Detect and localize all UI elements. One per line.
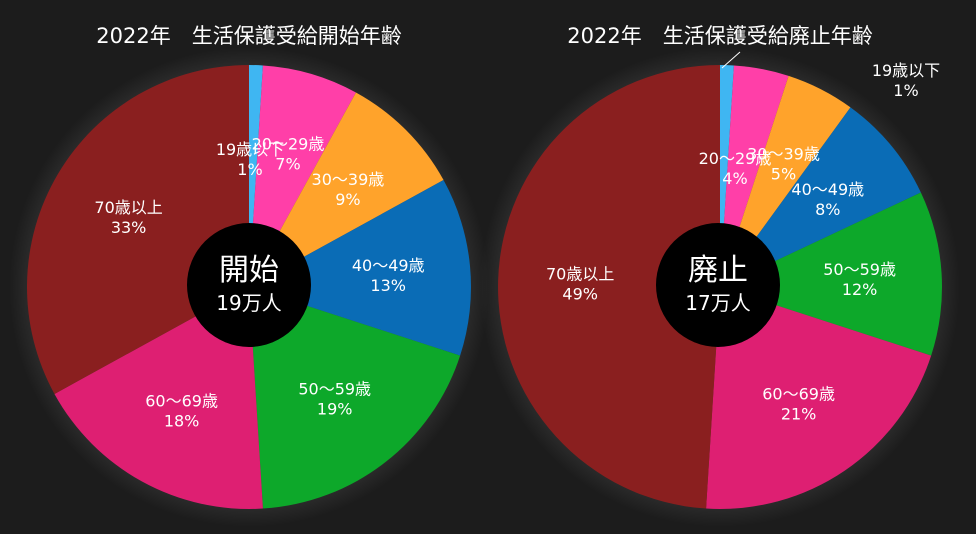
pie-slice-60-69-5: [54, 287, 263, 509]
center-main-label: 廃止: [688, 253, 748, 288]
chart-title: 2022年 生活保護受給廃止年齢: [567, 24, 872, 48]
slice-value-label: 9%: [335, 190, 360, 209]
pie-slice-60-69-5: [706, 287, 932, 509]
slice-category-label: 60～69歳: [762, 385, 835, 404]
pie-slice-40-49-3: [720, 107, 921, 288]
slice-value-label: 1%: [893, 81, 918, 100]
slice-value-label: 49%: [562, 285, 598, 304]
slice-category-label: 20～29歳: [699, 149, 772, 168]
slice-value-label: 5%: [771, 164, 796, 183]
center-main-label: 開始: [219, 253, 279, 288]
slice-category-label: 30～39歳: [312, 170, 385, 189]
pie-slice-70-6: [498, 65, 720, 509]
slice-value-label: 21%: [781, 405, 817, 424]
slice-category-label: 19歳以下: [872, 61, 940, 80]
pie-slice-30-39-2: [249, 92, 444, 288]
slice-category-label: 70歳以上: [546, 265, 614, 284]
slice-labels: 19歳以下1%20～29歳7%30～39歳9%40～49歳13%50～59歳19…: [94, 135, 424, 431]
slice-value-label: 12%: [842, 280, 878, 299]
slice-category-label: 60～69歳: [145, 392, 218, 411]
slice-category-label: 19歳以下: [216, 140, 284, 159]
slice-category-label: 30～39歳: [747, 144, 820, 163]
slice-category-label: 50～59歳: [298, 380, 371, 399]
slice-value-label: 13%: [370, 276, 406, 295]
center-hole: [187, 223, 311, 347]
pie-slices: [26, 65, 471, 509]
center-sub-label: 17万人: [685, 291, 750, 315]
slice-value-label: 7%: [275, 155, 300, 174]
leader-line: [721, 51, 741, 69]
pie-slice-50-59-4: [249, 287, 461, 509]
slice-category-label: 40～49歳: [352, 256, 425, 275]
slice-category-label: 40～49歳: [791, 180, 864, 199]
slice-category-label: 70歳以上: [94, 198, 162, 217]
slice-value-label: 19%: [317, 400, 353, 419]
slice-category-label: 50～59歳: [823, 260, 896, 279]
pie-slice-50-59-4: [720, 192, 942, 356]
slice-category-label: 20～29歳: [252, 135, 325, 154]
slice-value-label: 4%: [722, 169, 747, 188]
slice-value-label: 33%: [111, 218, 147, 237]
slice-value-label: 8%: [815, 200, 840, 219]
slice-value-label: 1%: [237, 160, 262, 179]
slice-value-label: 18%: [164, 412, 200, 431]
center-hole: [656, 223, 780, 347]
pie-slice-40-49-3: [249, 180, 471, 356]
chart-title: 2022年 生活保護受給開始年齢: [96, 24, 401, 48]
center-sub-label: 19万人: [216, 291, 281, 315]
